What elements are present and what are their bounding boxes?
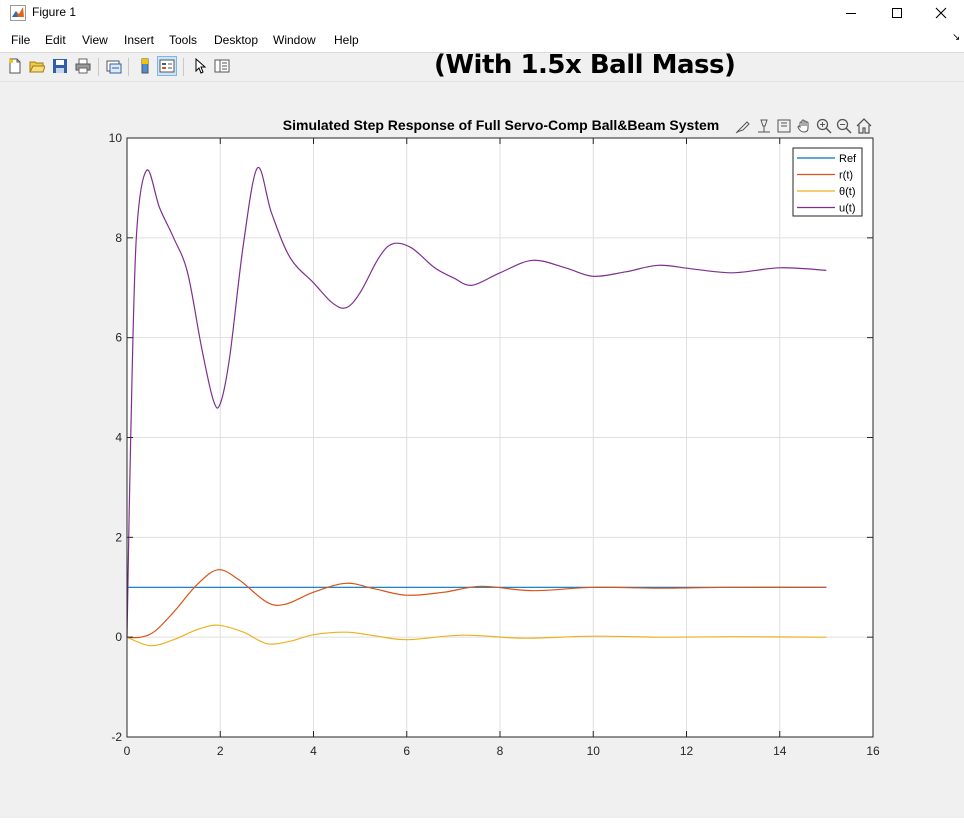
data-tips-icon[interactable] xyxy=(755,117,773,135)
save-icon[interactable] xyxy=(50,56,70,76)
legend-icon[interactable] xyxy=(157,56,177,76)
overlay-annotation: (With 1.5x Ball Mass) xyxy=(434,50,736,80)
menu-file[interactable]: File xyxy=(11,33,31,47)
menu-tools[interactable]: Tools xyxy=(169,33,198,47)
colorbar-icon[interactable] xyxy=(135,56,155,76)
link-plot-icon[interactable] xyxy=(104,56,124,76)
new-figure-icon[interactable] xyxy=(5,56,25,76)
zoom-out-icon[interactable] xyxy=(835,117,853,135)
window-bottom-edge xyxy=(0,818,964,824)
property-inspector-icon[interactable] xyxy=(212,56,232,76)
pointer-icon[interactable] xyxy=(190,56,210,76)
dock-arrow-icon[interactable]: ↘ xyxy=(952,32,961,43)
maximize-icon xyxy=(892,8,902,18)
maximize-button[interactable] xyxy=(874,0,920,26)
window-title: Figure 1 xyxy=(32,5,77,19)
menu-insert[interactable]: Insert xyxy=(124,33,155,47)
figure-toolbar xyxy=(0,53,964,82)
menu-bar: File Edit View Insert Tools Desktop Wind… xyxy=(0,26,964,53)
menu-window[interactable]: Window xyxy=(273,33,316,47)
minimize-button[interactable] xyxy=(828,0,874,26)
open-file-icon[interactable] xyxy=(27,56,47,76)
home-icon[interactable] xyxy=(855,117,873,135)
matlab-icon xyxy=(10,5,26,21)
menu-view[interactable]: View xyxy=(82,33,108,47)
export-icon[interactable] xyxy=(775,117,793,135)
toolbar-separator xyxy=(183,58,184,76)
toolbar-separator xyxy=(98,58,99,76)
menu-desktop[interactable]: Desktop xyxy=(214,33,259,47)
figure-canvas xyxy=(3,82,960,819)
print-icon[interactable] xyxy=(73,56,93,76)
close-icon xyxy=(935,7,947,19)
pan-icon[interactable] xyxy=(795,117,813,135)
minimize-icon xyxy=(846,13,856,14)
window-title-bar: Figure 1 xyxy=(0,0,964,26)
zoom-in-icon[interactable] xyxy=(815,117,833,135)
toolbar-separator xyxy=(128,58,129,76)
menu-edit[interactable]: Edit xyxy=(45,33,66,47)
menu-help[interactable]: Help xyxy=(334,33,359,47)
brush-icon[interactable] xyxy=(734,117,752,135)
close-button[interactable] xyxy=(918,0,964,26)
